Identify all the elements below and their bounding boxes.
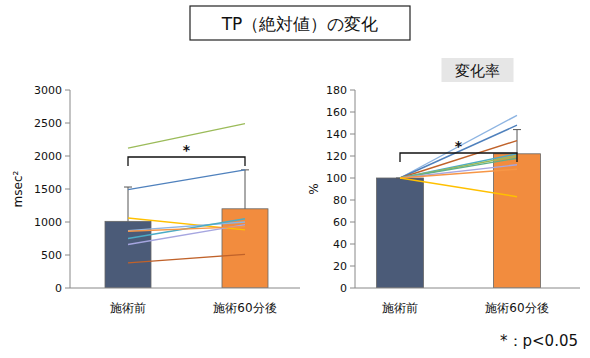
significance-mark: *: [183, 142, 191, 158]
error-stem: [128, 187, 129, 221]
y-tick: [350, 244, 355, 245]
y-tick: [65, 90, 70, 91]
subject-line: [128, 225, 245, 245]
y-tick-label: 140: [326, 128, 347, 141]
error-cap: [124, 187, 132, 188]
title: TP（絶対値）の変化: [221, 14, 379, 34]
y-tick-label: 120: [326, 150, 347, 163]
y-tick-label: 0: [55, 282, 62, 295]
y-tick: [65, 156, 70, 157]
y-tick-label: 100: [326, 172, 347, 185]
subject-line: [400, 178, 517, 197]
title-box: [190, 6, 410, 40]
y-tick: [350, 222, 355, 223]
significance-bracket: [128, 157, 245, 166]
y-tick-label: 20: [333, 260, 347, 273]
y-tick: [65, 123, 70, 124]
subject-line: [400, 156, 517, 178]
y-tick-label: 60: [333, 216, 347, 229]
subject-line: [128, 170, 245, 190]
subject-line: [400, 165, 517, 178]
subject-line: [400, 158, 517, 178]
chart-root: TP（絶対値）の変化*：p<0.05msec²05001000150020002…: [0, 0, 590, 358]
y-tick-label: 160: [326, 106, 347, 119]
footnote: *：p<0.05: [500, 332, 578, 350]
y-tick-label: 1000: [34, 216, 62, 229]
x-axis: [70, 288, 300, 289]
y-tick: [350, 200, 355, 201]
y-tick: [65, 288, 70, 289]
error-bar: [241, 170, 249, 209]
x-tick-label: 施術前: [110, 301, 146, 315]
y-tick-label: 180: [326, 84, 347, 97]
y-tick: [350, 90, 355, 91]
chart-1: 変化率% 0 20 40 60 80 100 120 140 160 180 施術前 施術60分後 *: [307, 58, 580, 315]
bar: [105, 221, 151, 288]
y-tick-label: 1500: [34, 183, 62, 196]
y-tick: [350, 266, 355, 267]
subject-line: [400, 115, 517, 178]
y-axis: [70, 90, 71, 288]
y-tick: [350, 288, 355, 289]
x-tick-label: 施術前: [382, 301, 418, 315]
y-tick: [65, 255, 70, 256]
chart-0: msec² 0 500 1000 1500 2000 2500 3000 施術前 施術60分後 *: [11, 84, 300, 315]
error-stem: [245, 170, 246, 209]
error-stem: [517, 130, 518, 154]
y-axis: [355, 90, 356, 288]
error-bar: [124, 187, 132, 221]
significance-bracket: [400, 153, 517, 162]
subject-line: [128, 219, 245, 239]
y-axis-label: msec²: [11, 170, 25, 207]
x-axis: [355, 288, 580, 289]
y-tick: [350, 112, 355, 113]
subject-line: [400, 125, 517, 178]
y-tick: [350, 178, 355, 179]
panel-title-box: [442, 58, 514, 82]
panel-title: 変化率: [455, 62, 500, 80]
marks: [377, 115, 541, 288]
error-cap: [513, 129, 521, 130]
y-tick: [350, 134, 355, 135]
bar: [494, 154, 541, 288]
y-tick-label: 0: [340, 282, 347, 295]
subject-line: [400, 154, 517, 178]
y-axis-label: %: [307, 183, 321, 194]
y-tick: [65, 222, 70, 223]
y-tick-label: 40: [333, 238, 347, 251]
x-tick-label: 施術60分後: [485, 301, 548, 315]
y-tick-label: 500: [41, 249, 62, 262]
y-tick: [350, 156, 355, 157]
bar: [377, 178, 424, 288]
bar: [222, 209, 268, 288]
y-tick-label: 80: [333, 194, 347, 207]
subject-line: [128, 254, 245, 263]
y-tick-label: 3000: [34, 84, 62, 97]
y-tick-label: 2500: [34, 117, 62, 130]
marks: [105, 124, 268, 288]
y-tick-label: 2000: [34, 150, 62, 163]
x-tick-label: 施術60分後: [213, 301, 276, 315]
significance-mark: *: [455, 138, 463, 154]
subject-line: [400, 169, 517, 178]
subject-line: [128, 227, 245, 232]
subject-line: [128, 222, 245, 231]
y-tick: [65, 189, 70, 190]
